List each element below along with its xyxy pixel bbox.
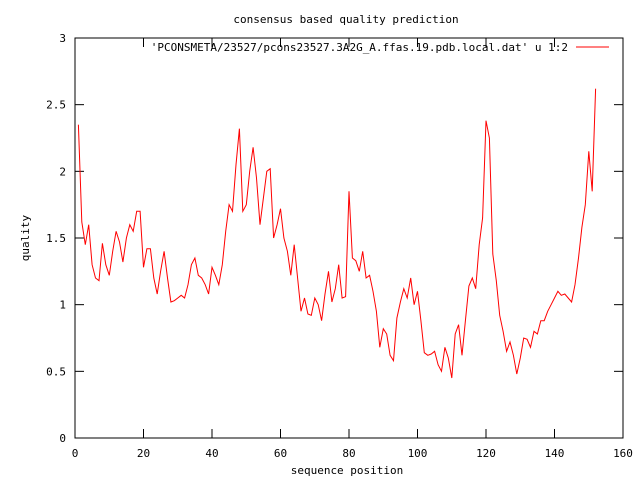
x-tick-label: 160: [613, 447, 633, 460]
y-axis-label: quality: [19, 214, 32, 261]
y-tick-label: 2: [59, 165, 66, 178]
legend-label: 'PCONSMETA/23527/pcons23527.3A2G_A.ffas.…: [151, 41, 568, 54]
x-tick-label: 60: [274, 447, 287, 460]
x-tick-label: 20: [137, 447, 150, 460]
x-tick-label: 120: [476, 447, 496, 460]
x-tick-label: 140: [545, 447, 565, 460]
plot-frame: [74, 37, 624, 439]
y-tick-label: 1.5: [46, 232, 66, 245]
y-tick-label: 0.5: [46, 365, 66, 378]
x-tick-label: 0: [72, 447, 79, 460]
x-tick-label: 40: [205, 447, 218, 460]
y-tick-label: 3: [59, 32, 66, 45]
x-tick-label: 100: [408, 447, 428, 460]
x-tick-label: 80: [342, 447, 355, 460]
x-axis: 0 20 40 60 80 100 120 140 160: [72, 38, 633, 460]
series-line: [77, 88, 597, 379]
chart-title: consensus based quality prediction: [233, 13, 458, 26]
series-layer: [77, 88, 597, 379]
y-tick-label: 2.5: [46, 99, 66, 112]
y-tick-label: 0: [59, 432, 66, 445]
x-axis-label: sequence position: [291, 464, 404, 477]
legend: 'PCONSMETA/23527/pcons23527.3A2G_A.ffas.…: [151, 41, 609, 54]
y-axis: 0 0.5 1 1.5 2 2.5 3: [46, 32, 623, 445]
y-tick-label: 1: [59, 299, 66, 312]
